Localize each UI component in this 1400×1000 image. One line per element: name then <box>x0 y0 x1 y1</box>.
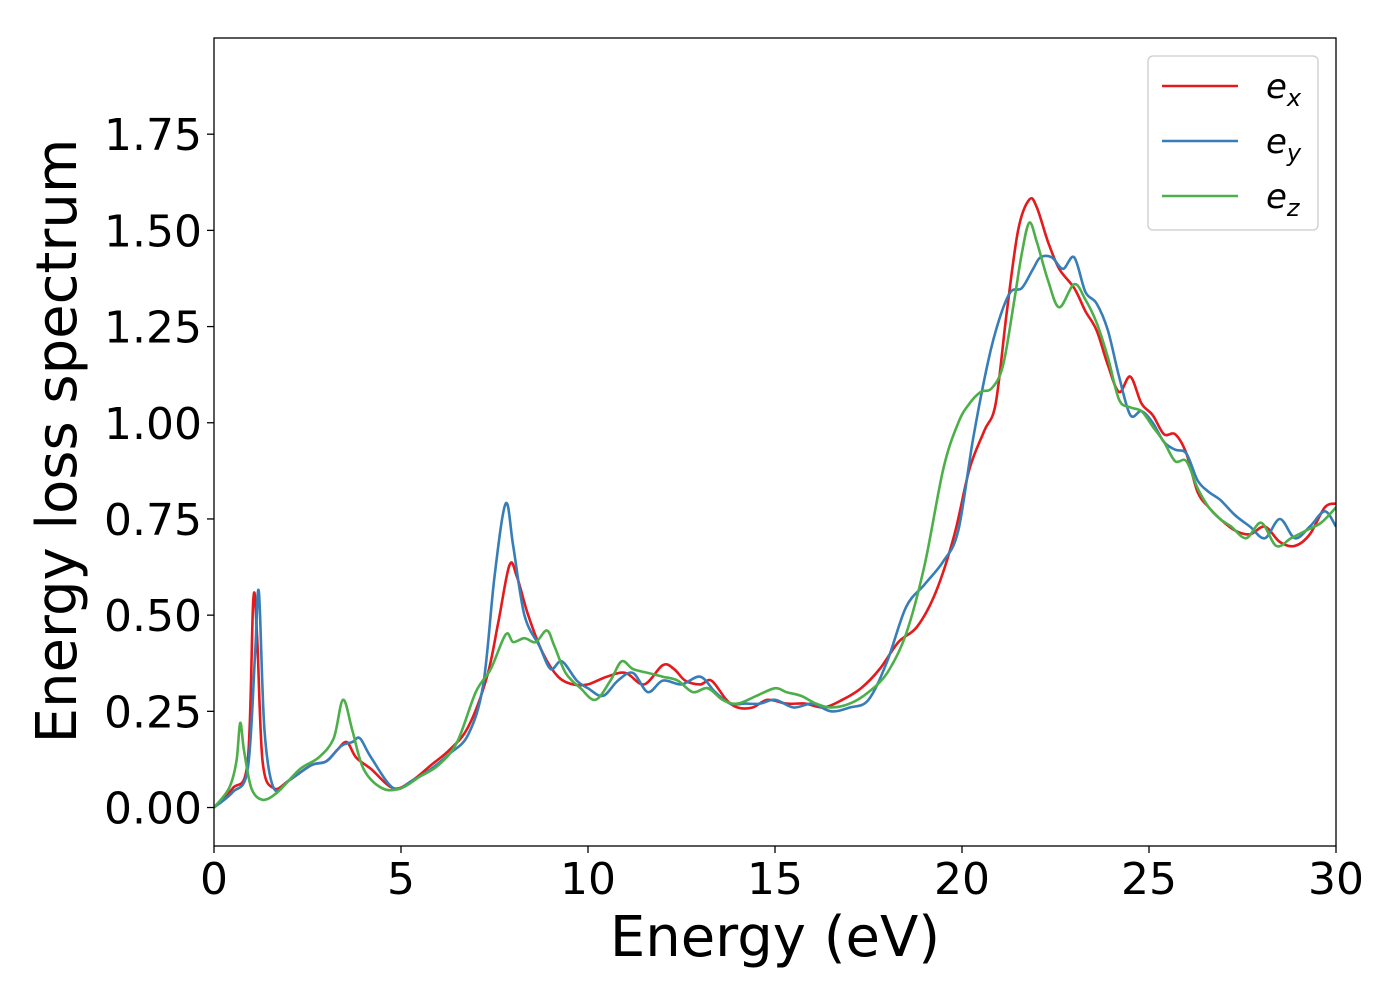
x-tick-label: 5 <box>387 854 415 905</box>
y-tick-label: 1.75 <box>104 110 202 161</box>
x-tick-label: 15 <box>747 854 803 905</box>
series-layer <box>214 196 1336 809</box>
y-tick-label: 1.25 <box>104 303 202 354</box>
series-line-x <box>214 196 1336 809</box>
series-line-y <box>214 254 1336 809</box>
y-tick-label: 1.50 <box>104 206 202 257</box>
y-tick-label: 0.75 <box>104 495 202 546</box>
legend-box <box>1147 55 1319 231</box>
x-axis-title: Energy (eV) <box>610 905 940 970</box>
series-line-z <box>214 221 1336 809</box>
legend-label-x: ex <box>1266 67 1302 112</box>
y-tick-label: 0.50 <box>104 591 202 642</box>
y-tick-label: 0.00 <box>104 784 202 835</box>
y-tick-label: 0.25 <box>104 687 202 738</box>
x-tick-label: 30 <box>1308 854 1364 905</box>
legend: ex ey ez <box>1147 55 1319 231</box>
y-axis-title: Energy loss spectrum <box>25 139 90 744</box>
y-tick-label: 1.00 <box>104 399 202 450</box>
axes-layer: 0 5 10 15 20 25 30 0.00 0.25 0.50 0.75 1.00 1.25 1.50… <box>104 37 1364 905</box>
x-tick-label: 10 <box>560 854 616 905</box>
legend-label-y: ey <box>1266 122 1302 167</box>
legend-label-z: ez <box>1266 177 1301 222</box>
x-tick-label: 25 <box>1121 854 1177 905</box>
x-tick-label: 0 <box>200 854 228 905</box>
x-tick-label: 20 <box>934 854 990 905</box>
